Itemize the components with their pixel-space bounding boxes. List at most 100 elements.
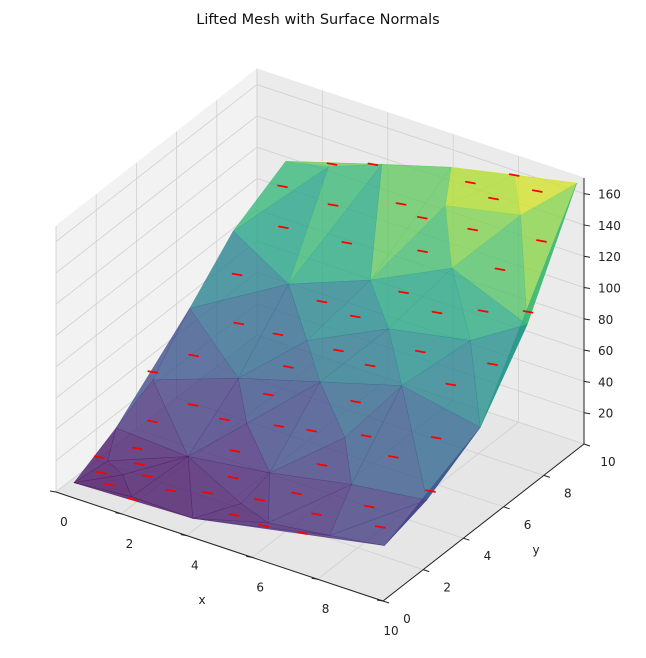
normal-arrow — [96, 471, 107, 475]
normal-arrow — [258, 523, 270, 528]
normal-arrow — [326, 162, 338, 166]
normal-arrow — [374, 525, 386, 529]
y-axis-label: y — [532, 543, 539, 557]
normal-arrow — [134, 462, 145, 466]
normal-arrow — [273, 424, 285, 428]
normal-arrow — [508, 173, 520, 177]
z-grid-line — [55, 84, 585, 242]
normal-arrow — [306, 428, 318, 433]
normal-arrow — [228, 513, 240, 517]
z-tick-label: 40 — [598, 375, 613, 389]
surface-mesh — [73, 161, 578, 546]
y-tick-mark — [463, 537, 470, 541]
y-tick-label: 0 — [403, 612, 411, 626]
normal-arrow — [417, 249, 429, 254]
normal-arrow — [431, 310, 443, 315]
y-tick-mark — [503, 506, 510, 510]
axis-lines — [55, 178, 585, 602]
normal-arrow — [147, 370, 159, 374]
normal-arrow — [522, 310, 534, 314]
z-tick-label: 140 — [598, 219, 621, 233]
normal-arrow — [227, 475, 239, 480]
normal-arrow — [430, 436, 442, 440]
normal-arrow — [425, 489, 436, 493]
normal-arrow — [487, 362, 499, 366]
normal-arrow — [477, 309, 489, 313]
x-axis-line — [55, 491, 384, 602]
z-tick-label: 100 — [598, 282, 621, 296]
x-tick-mark — [180, 534, 187, 537]
normal-arrow — [103, 482, 115, 487]
normal-arrow — [277, 225, 289, 230]
y-tick-label: 10 — [600, 455, 615, 469]
z-tick-label: 160 — [598, 188, 621, 202]
z-tick-label: 60 — [598, 344, 613, 358]
normal-arrow — [254, 498, 266, 502]
normal-arrow — [201, 491, 213, 495]
y-axis-line — [382, 443, 585, 602]
normal-arrow — [311, 512, 322, 516]
normal-arrow — [272, 332, 284, 337]
normal-arrow — [398, 290, 410, 295]
normal-arrow — [146, 419, 158, 424]
normal-arrow — [416, 215, 428, 220]
normal-arrow — [141, 474, 153, 478]
x-axis-label: x — [198, 593, 205, 607]
normal-arrow — [277, 184, 288, 189]
normal-arrow — [387, 455, 399, 459]
z-tick-mark — [583, 193, 591, 196]
x-tick-label: 4 — [191, 559, 199, 573]
x-tick-mark — [311, 577, 318, 580]
chart-title: Lifted Mesh with Surface Normals — [196, 12, 439, 28]
surface-normals — [93, 162, 547, 535]
normal-arrow — [231, 272, 243, 277]
normal-arrow — [229, 449, 241, 453]
normal-arrow — [296, 531, 308, 535]
x-tick-mark — [49, 490, 57, 493]
normal-arrow — [327, 203, 339, 207]
normal-arrow — [350, 399, 362, 404]
normal-arrow — [494, 267, 506, 272]
z-tick-mark — [583, 412, 591, 415]
normal-arrow — [233, 321, 245, 326]
normal-arrow — [291, 491, 302, 496]
x-tick-label: 8 — [322, 602, 330, 616]
x-tick-label: 0 — [60, 515, 68, 529]
normal-arrow — [165, 488, 177, 493]
normal-arrow — [360, 434, 372, 438]
normal-arrow — [395, 202, 407, 206]
y-tick-mark — [543, 474, 550, 478]
normal-arrow — [187, 403, 199, 407]
z-tick-mark — [583, 224, 591, 227]
normal-arrow — [414, 349, 426, 354]
normal-arrow — [464, 180, 476, 185]
normal-arrow — [341, 241, 353, 245]
y-tick-label: 6 — [524, 518, 532, 532]
normal-arrow — [316, 463, 328, 467]
normal-arrow — [127, 497, 139, 501]
y-tick-label: 8 — [564, 486, 572, 500]
x-tick-label: 2 — [126, 537, 134, 551]
z-tick-label: 20 — [598, 407, 613, 421]
y-tick-label: 4 — [484, 549, 492, 563]
y-tick-mark — [423, 569, 430, 573]
y-tick-mark — [382, 600, 390, 604]
y-tick-label: 2 — [443, 581, 451, 595]
z-tick-mark — [583, 255, 591, 258]
normal-arrow — [131, 446, 143, 451]
normal-arrow — [349, 314, 361, 319]
x-tick-mark — [115, 512, 122, 515]
normal-arrow — [445, 382, 457, 387]
normal-arrow — [282, 365, 294, 369]
z-tick-mark — [583, 380, 591, 383]
x-tick-label: 10 — [383, 624, 398, 638]
normal-arrow — [188, 353, 200, 358]
normal-arrow — [363, 504, 375, 509]
normal-arrow — [364, 363, 376, 368]
normal-arrow — [367, 162, 379, 167]
normal-arrow — [316, 299, 328, 304]
normal-arrow — [531, 189, 543, 193]
